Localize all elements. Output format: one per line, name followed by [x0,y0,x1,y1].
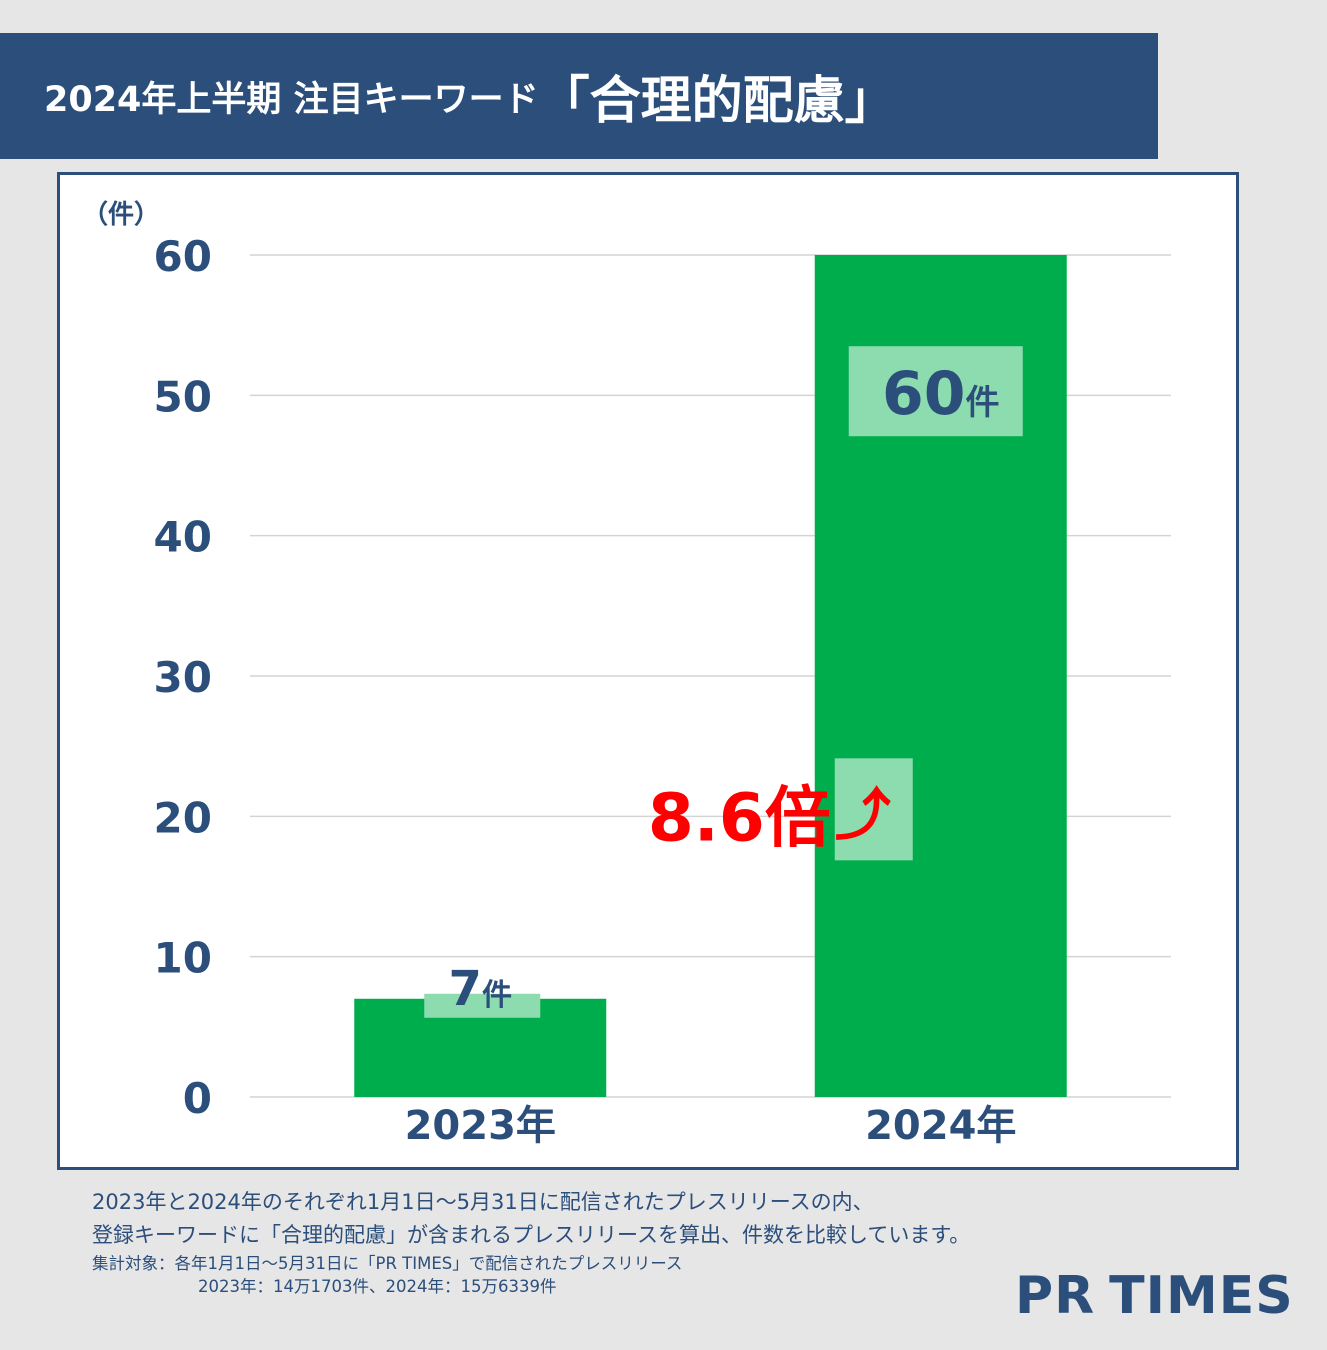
y-axis-unit-label: （件） [82,200,160,230]
growth-annotation: 8.6倍 ⤴ [648,758,913,861]
footnote-line-3: 集計対象：各年1月1日～5月31日に「PR TIMES」で配信されたプレスリリー… [92,1254,683,1273]
footnote-line-4: 2023年：14万1703件、2024年：15万6339件 [198,1277,557,1296]
logo-part-times: TIMES [1109,1266,1294,1326]
bar-chart: 7件 60件 0 10 20 30 40 50 60 2023年 2024年 （件） 8.6倍 ⤴ [82,200,1171,1149]
data-label-text: 60件 [882,359,1000,429]
data-label: 7件 [424,961,541,1018]
footnote-line-1: 2023年と2024年のそれぞれ1月1日～5月31日に配信されたプレスリリースの… [92,1190,874,1214]
logo-part-pr: PR [1015,1266,1096,1326]
chart-frame: 7件 60件 0 10 20 30 40 50 60 2023年 2024年 （件） 8.6倍 ⤴ [57,172,1239,1170]
y-tick-labels: 0 10 20 30 40 50 60 [154,232,212,1123]
title-keyword: 「合理的配慮」 [538,72,896,131]
title-text: 2024年上半期 注目キーワード [44,79,539,120]
y-tick-label: 20 [154,793,212,842]
y-tick-label: 60 [154,232,212,281]
x-category-label: 2023年 [405,1103,556,1149]
footnote-line-2: 登録キーワードに「合理的配慮」が含まれるプレスリリースを算出、件数を比較していま… [92,1223,971,1247]
x-category-label: 2024年 [865,1103,1016,1149]
data-label-box [424,993,541,1018]
data-label: 60件 [848,346,1023,437]
pr-times-logo: PR TIMES [1015,1266,1294,1326]
data-label-box [848,346,1023,437]
arrow-up-icon: ⤴ [835,783,892,848]
y-tick-label: 40 [154,513,212,562]
annotation-text: 8.6倍 [648,779,831,856]
footnotes: 2023年と2024年のそれぞれ1月1日～5月31日に配信されたプレスリリースの… [92,1186,970,1298]
y-tick-label: 30 [154,653,212,702]
gridlines [250,254,1171,1098]
data-label-text: 7件 [449,961,512,1017]
y-tick-label: 50 [154,372,212,421]
y-tick-label: 10 [154,934,212,983]
title-banner: 2024年上半期 注目キーワード 「合理的配慮」 [0,33,1158,159]
y-tick-label: 0 [183,1074,212,1123]
x-category-labels: 2023年 2024年 [405,1103,1017,1149]
annotation-box [834,758,913,861]
data-labels: 7件 60件 [424,346,1023,1018]
